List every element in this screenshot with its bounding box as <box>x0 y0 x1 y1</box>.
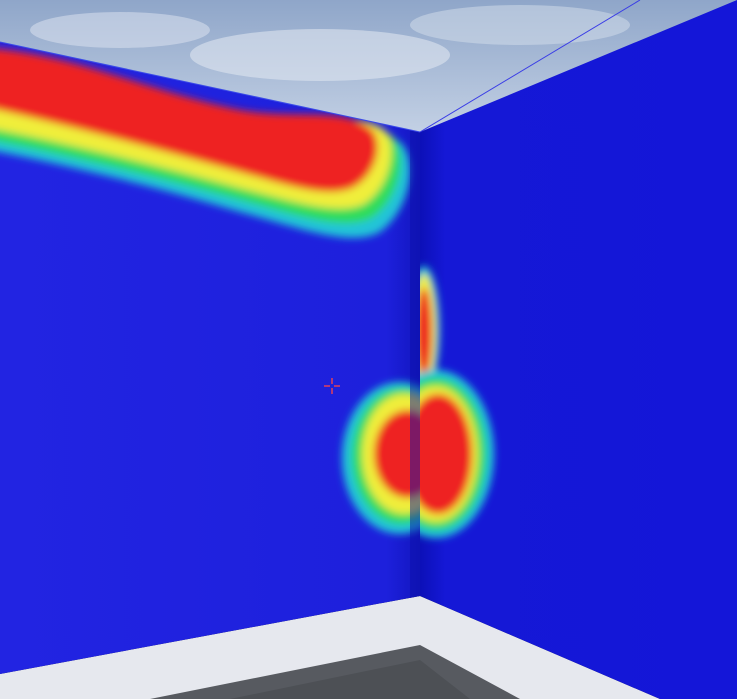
crosshair-icon <box>324 378 340 394</box>
heatmap-blob-left <box>342 382 420 534</box>
floor <box>0 596 660 699</box>
left-wall <box>0 42 420 674</box>
heatmap-blob-right <box>420 266 494 538</box>
heatmap-band-top <box>0 48 411 238</box>
right-wall <box>420 0 737 699</box>
